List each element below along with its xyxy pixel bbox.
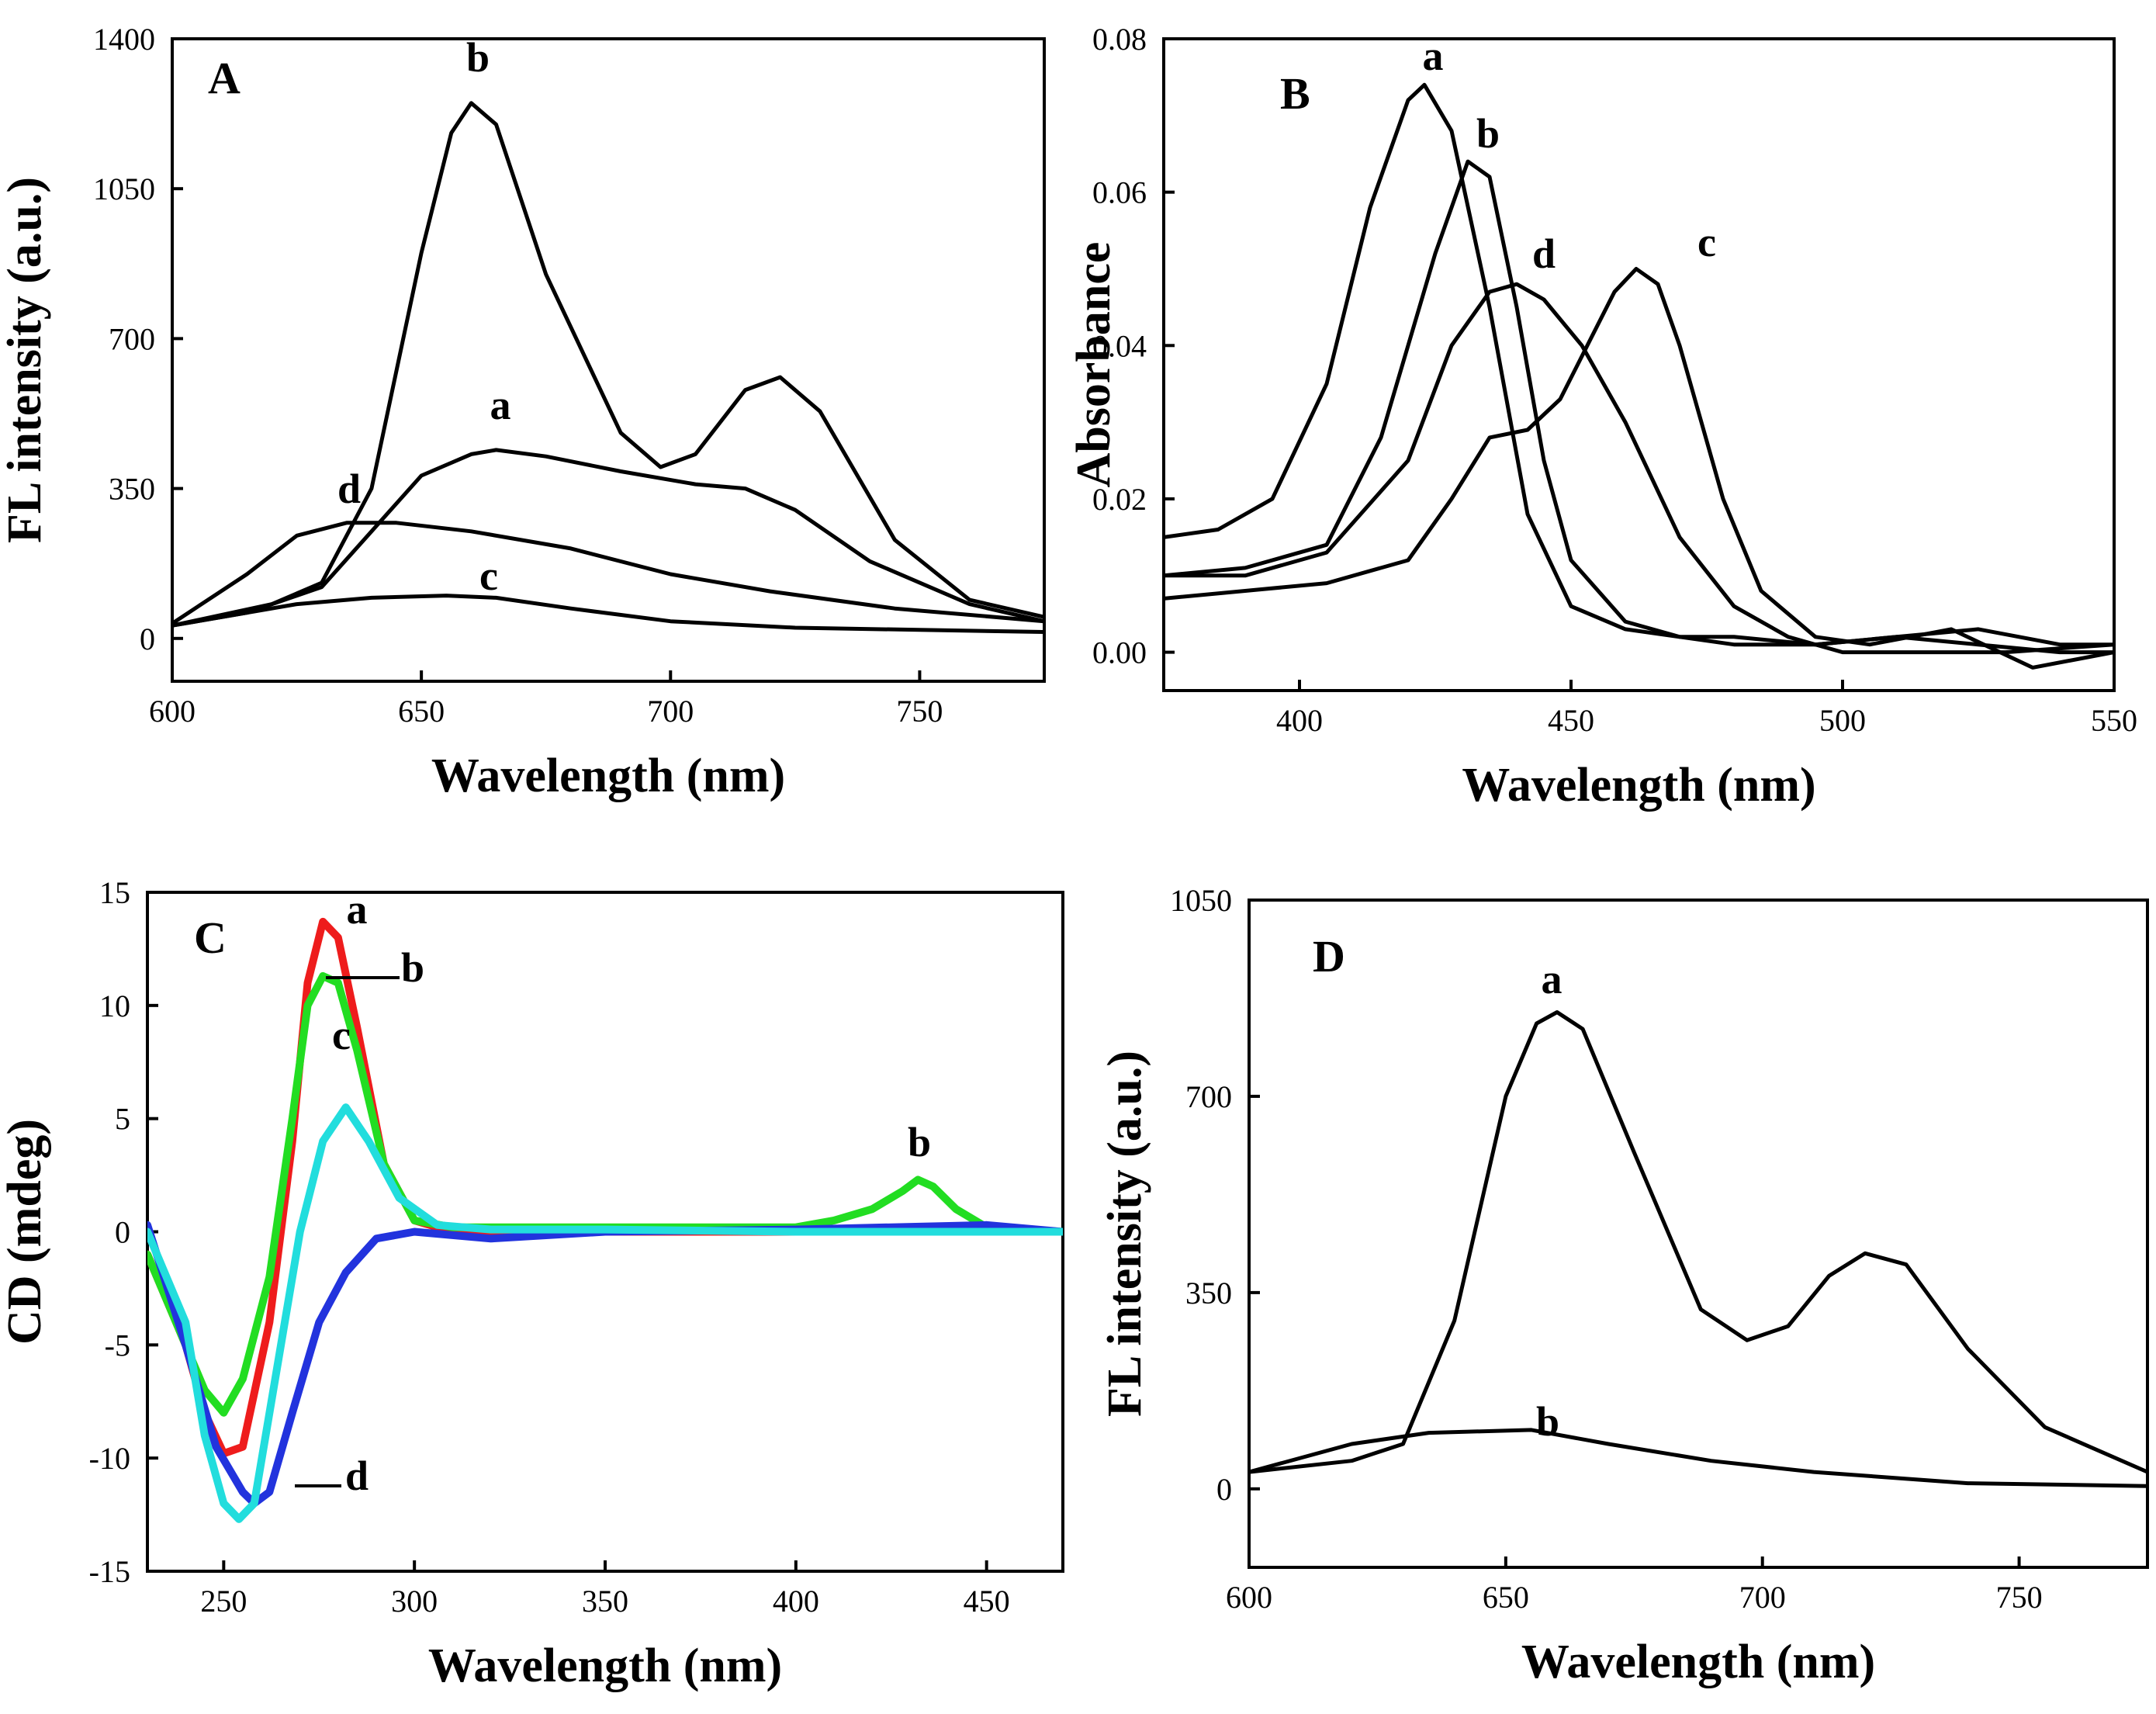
panel-letter: C [194, 912, 227, 963]
curve-label-a: a [490, 382, 511, 428]
series-line-b [147, 971, 1063, 1417]
panel-a-frame [171, 37, 1046, 683]
series-line-c [1164, 267, 2114, 670]
y-tick-label: 350 [1185, 1276, 1232, 1311]
y-tick-label: 0.08 [1092, 22, 1147, 57]
curve-label-b: b [401, 944, 424, 991]
panel-c: 250 300 350 400 450 -15 -10 -5 0 5 10 15 Wavelength … [0, 875, 1064, 1692]
x-tick-label: 700 [647, 694, 694, 729]
x-axis-title: Wavelength (nm) [1521, 1636, 1875, 1688]
x-tick-label: 650 [398, 694, 445, 729]
curve-label-a: a [1542, 956, 1562, 1002]
y-tick-label: 350 [109, 472, 155, 507]
x-tick-label: 650 [1483, 1580, 1529, 1615]
y-tick-label: 700 [1185, 1079, 1232, 1114]
series-line-d [1164, 282, 2114, 655]
x-tick-label: 350 [582, 1584, 628, 1619]
x-tick-label: 400 [773, 1584, 819, 1619]
y-tick-label: 0 [1216, 1472, 1232, 1507]
x-tick-label: 600 [149, 694, 196, 729]
panel-d-frame [1248, 899, 2149, 1569]
series-line-d [172, 521, 1044, 625]
series-line-a [1249, 1010, 2147, 1474]
panel-letter: A [208, 53, 241, 103]
curve-label-d: d [337, 466, 361, 512]
curve-label-a: a [1423, 33, 1444, 79]
y-tick-label: 0.00 [1092, 635, 1147, 670]
x-axis-title: Wavelength (nm) [428, 1640, 782, 1692]
panel-letter: B [1280, 68, 1310, 119]
y-tick-label: 1050 [93, 171, 155, 206]
curve-label-b: b [466, 34, 490, 81]
series-line-d [147, 1103, 1063, 1523]
panel-b: 400 450 500 550 0.00 0.02 0.04 0.06 0.08 Waveleng… [1068, 22, 2137, 812]
x-tick-label: 450 [964, 1584, 1010, 1619]
y-tick-label: 0.04 [1092, 328, 1147, 363]
y-axis-title: FL intensity (a.u.) [0, 177, 51, 543]
y-tick-label: 15 [99, 875, 130, 910]
x-axis-title: Wavelength (nm) [431, 750, 785, 802]
series-line-c [172, 594, 1044, 634]
x-tick-label: 300 [391, 1584, 438, 1619]
y-tick-label: 0 [140, 622, 155, 656]
panel-letter: D [1313, 931, 1345, 982]
y-tick-label: -10 [89, 1441, 130, 1476]
y-tick-label: -15 [89, 1554, 130, 1589]
series-line-b [1249, 1428, 2147, 1488]
y-tick-label: 700 [109, 321, 155, 356]
x-tick-label: 500 [1819, 703, 1866, 738]
y-tick-label: 1400 [93, 22, 155, 57]
y-tick-label: 0.06 [1092, 175, 1147, 210]
curve-label-c: c [1697, 219, 1716, 265]
x-tick-label: 550 [2091, 703, 2137, 738]
curve-label-d: d [1532, 230, 1556, 277]
y-axis-title: CD (mdeg) [0, 1119, 51, 1345]
y-tick-label: 0 [115, 1215, 130, 1250]
panel-d: 600 650 700 750 0 350 700 1050 Wavelength (nm) FL… [1099, 883, 2149, 1688]
x-axis-title: Wavelength (nm) [1462, 759, 1815, 812]
x-tick-label: 400 [1276, 703, 1323, 738]
series-line-b [172, 101, 1044, 628]
y-tick-label: 5 [115, 1102, 130, 1137]
series-line-c [147, 1221, 1063, 1508]
curve-label-c: c [479, 552, 498, 599]
series-line-a [172, 448, 1044, 628]
x-tick-label: 700 [1739, 1580, 1786, 1615]
x-tick-label: 750 [896, 694, 943, 729]
panel-b-frame [1162, 37, 2116, 692]
x-tick-label: 450 [1548, 703, 1594, 738]
y-tick-label: 0.02 [1092, 482, 1147, 517]
series-line-b [1164, 159, 2114, 647]
curve-label-c: c [332, 1012, 351, 1058]
curve-label-d: d [345, 1453, 369, 1499]
y-tick-label: -5 [105, 1328, 130, 1363]
curve-label-b: b [1536, 1398, 1559, 1445]
y-axis-title: Absorbance [1068, 242, 1120, 488]
curve-label-b: b [1476, 110, 1500, 157]
panel-a: 600 650 700 750 0 350 700 1050 1400 Wavelength (n… [0, 22, 1046, 802]
curve-label-a: a [347, 886, 368, 933]
x-tick-label: 250 [200, 1584, 247, 1619]
curve-label-b: b [908, 1119, 931, 1165]
y-tick-label: 1050 [1170, 883, 1232, 918]
x-tick-label: 600 [1226, 1580, 1272, 1615]
y-tick-label: 10 [99, 989, 130, 1023]
x-tick-label: 750 [1996, 1580, 2043, 1615]
y-axis-title: FL intensity (a.u.) [1099, 1051, 1151, 1417]
series-line-a [1164, 82, 2114, 655]
